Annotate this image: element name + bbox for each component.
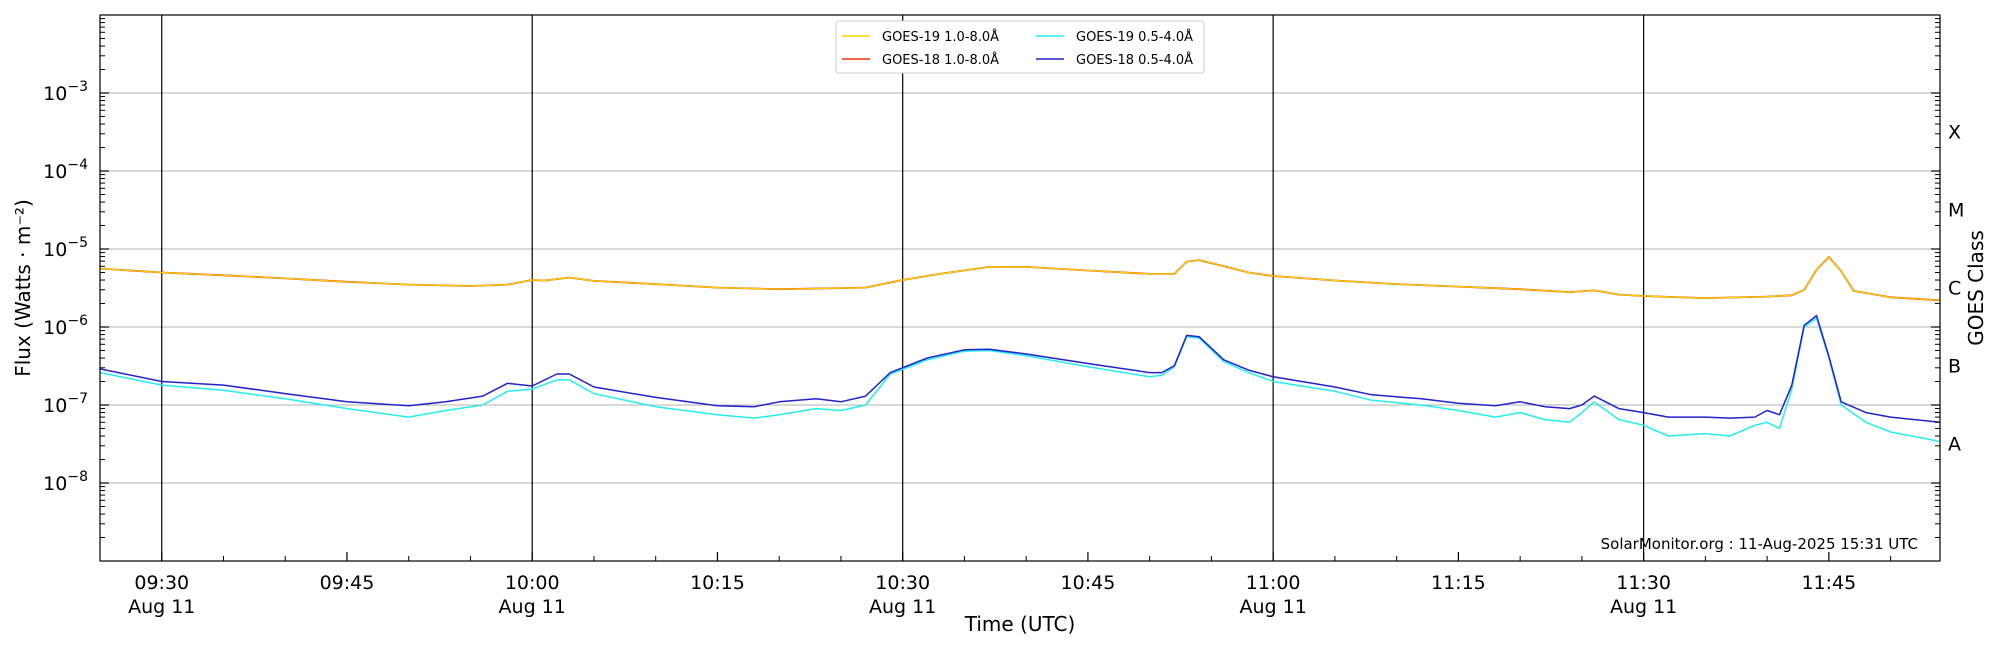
goes-class-label: B <box>1948 356 1961 378</box>
plot-frame <box>99 14 1941 562</box>
series-line <box>99 314 1941 424</box>
goes-class-label: X <box>1948 122 1961 144</box>
goes-class-label: M <box>1948 200 1964 222</box>
x-tick-label: 10:15 <box>690 572 745 594</box>
x-axis-title: Time (UTC) <box>964 612 1076 636</box>
x-tick-label: 10:45 <box>1061 572 1116 594</box>
goes-class-label: C <box>1948 278 1961 300</box>
x-tick-label: 10:30 <box>875 572 930 594</box>
series-line <box>99 256 1941 301</box>
y-tick-label: 10−4 <box>43 157 88 183</box>
y-tick-label: 10−8 <box>43 469 88 495</box>
y-tick-label: 10−5 <box>43 235 88 261</box>
x-tick-label: 11:00 <box>1246 572 1301 594</box>
x-tick-label: 11:15 <box>1431 572 1486 594</box>
x-tick-label: 11:45 <box>1801 572 1856 594</box>
legend-label: GOES-19 1.0-8.0Å <box>882 29 999 45</box>
legend-label: GOES-18 1.0-8.0Å <box>882 52 999 68</box>
y-axis-ticks: 10−8 10−7 10−6 10−5 10−4 10−3 <box>43 18 1940 539</box>
x-tick-date-label: Aug 11 <box>128 596 195 618</box>
goes-class-label: A <box>1948 434 1961 456</box>
x-tick-label: 11:30 <box>1616 572 1671 594</box>
x-tick-date-label: Aug 11 <box>869 596 936 618</box>
legend-label: GOES-19 0.5-4.0Å <box>1076 29 1193 45</box>
credit-label: SolarMonitor.org : 11-Aug-2025 15:31 UTC <box>1601 535 1918 553</box>
y-axis-title: Flux (Watts · m⁻²) <box>11 199 35 377</box>
x-tick-date-label: Aug 11 <box>1610 596 1677 618</box>
y-tick-label: 10−7 <box>43 391 88 417</box>
x-tick-label: 09:30 <box>134 572 189 594</box>
y-tick-label: 10−6 <box>43 313 88 339</box>
series-line <box>99 317 1941 443</box>
x-tick-date-label: Aug 11 <box>1239 596 1306 618</box>
legend: GOES-19 1.0-8.0Å GOES-18 1.0-8.0Å GOES-19 … <box>835 20 1205 74</box>
day-hour-vertical-lines <box>161 15 1645 561</box>
x-tick-date-label: Aug 11 <box>499 596 566 618</box>
legend-box <box>835 20 1205 74</box>
flux-series-lines <box>99 256 1941 443</box>
legend-label: GOES-18 0.5-4.0Å <box>1076 52 1193 68</box>
y-axis-right-title: GOES Class <box>1964 230 1988 346</box>
x-tick-label: 10:00 <box>505 572 560 594</box>
x-tick-label: 09:45 <box>320 572 375 594</box>
goes-class-labels: A B C M X <box>1948 122 1964 456</box>
y-tick-label: 10−3 <box>43 79 88 105</box>
